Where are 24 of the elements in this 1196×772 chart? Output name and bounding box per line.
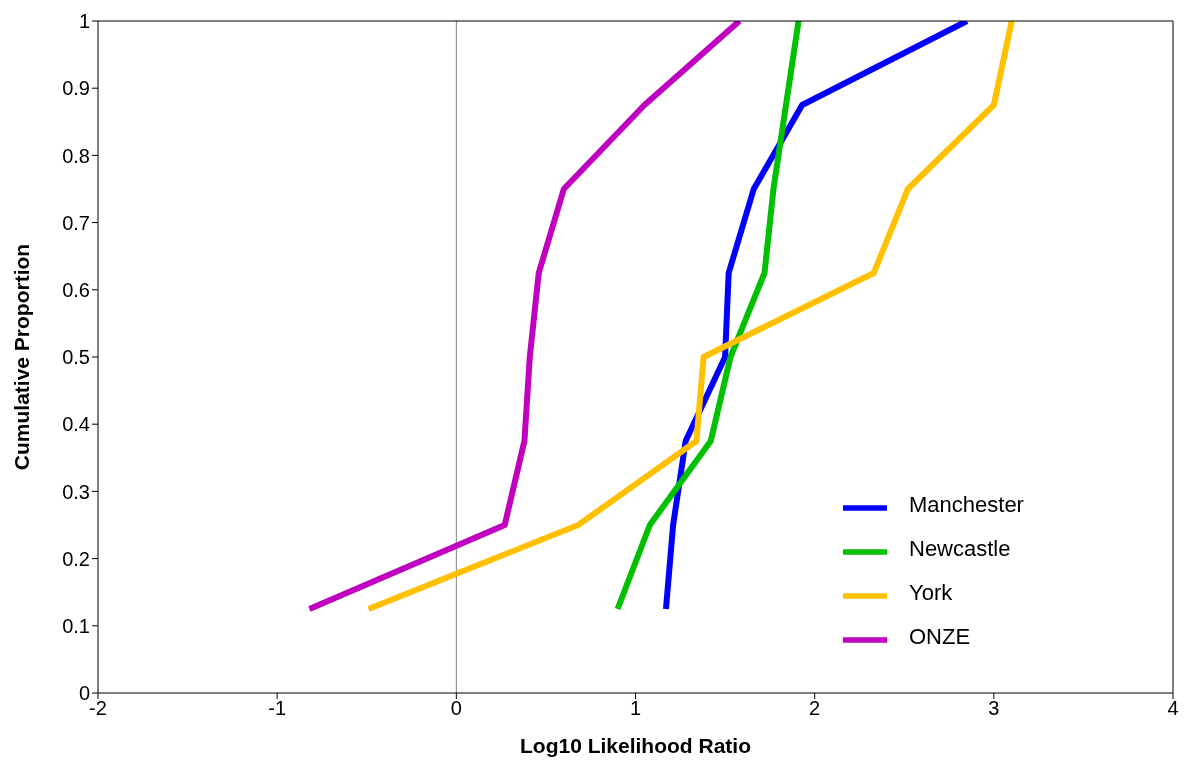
legend-label: York xyxy=(909,580,953,606)
legend-label: Newcastle xyxy=(909,536,1011,562)
x-tick-label: 3 xyxy=(988,697,1000,720)
x-tick-label: -2 xyxy=(89,697,107,720)
x-tick-label: 1 xyxy=(629,697,642,720)
y-tick-label: 0.8 xyxy=(62,144,90,167)
x-tick-label: 4 xyxy=(1167,697,1179,720)
x-tick-label: -1 xyxy=(268,697,287,720)
y-tick-label: 0.1 xyxy=(62,614,90,637)
y-axis-title: Cumulative Proportion xyxy=(10,243,34,471)
y-tick-label: 0.3 xyxy=(62,480,90,503)
y-tick-label: 0.9 xyxy=(62,77,90,100)
y-tick-label: 0.2 xyxy=(62,547,90,570)
y-tick-label: 0.5 xyxy=(62,346,90,369)
y-tick-label: 1 xyxy=(78,10,90,33)
legend-label: Manchester xyxy=(909,492,1024,518)
y-tick-label: 0.6 xyxy=(62,278,90,301)
x-tick-label: 0 xyxy=(450,697,462,720)
x-tick-label: 2 xyxy=(809,697,821,720)
x-axis-title: Log10 Likelihood Ratio xyxy=(519,734,752,757)
y-tick-label: 0.7 xyxy=(62,211,90,234)
legend-label: ONZE xyxy=(909,624,971,650)
y-tick-label: 0.4 xyxy=(62,413,90,436)
y-tick-label: 0 xyxy=(78,682,90,705)
